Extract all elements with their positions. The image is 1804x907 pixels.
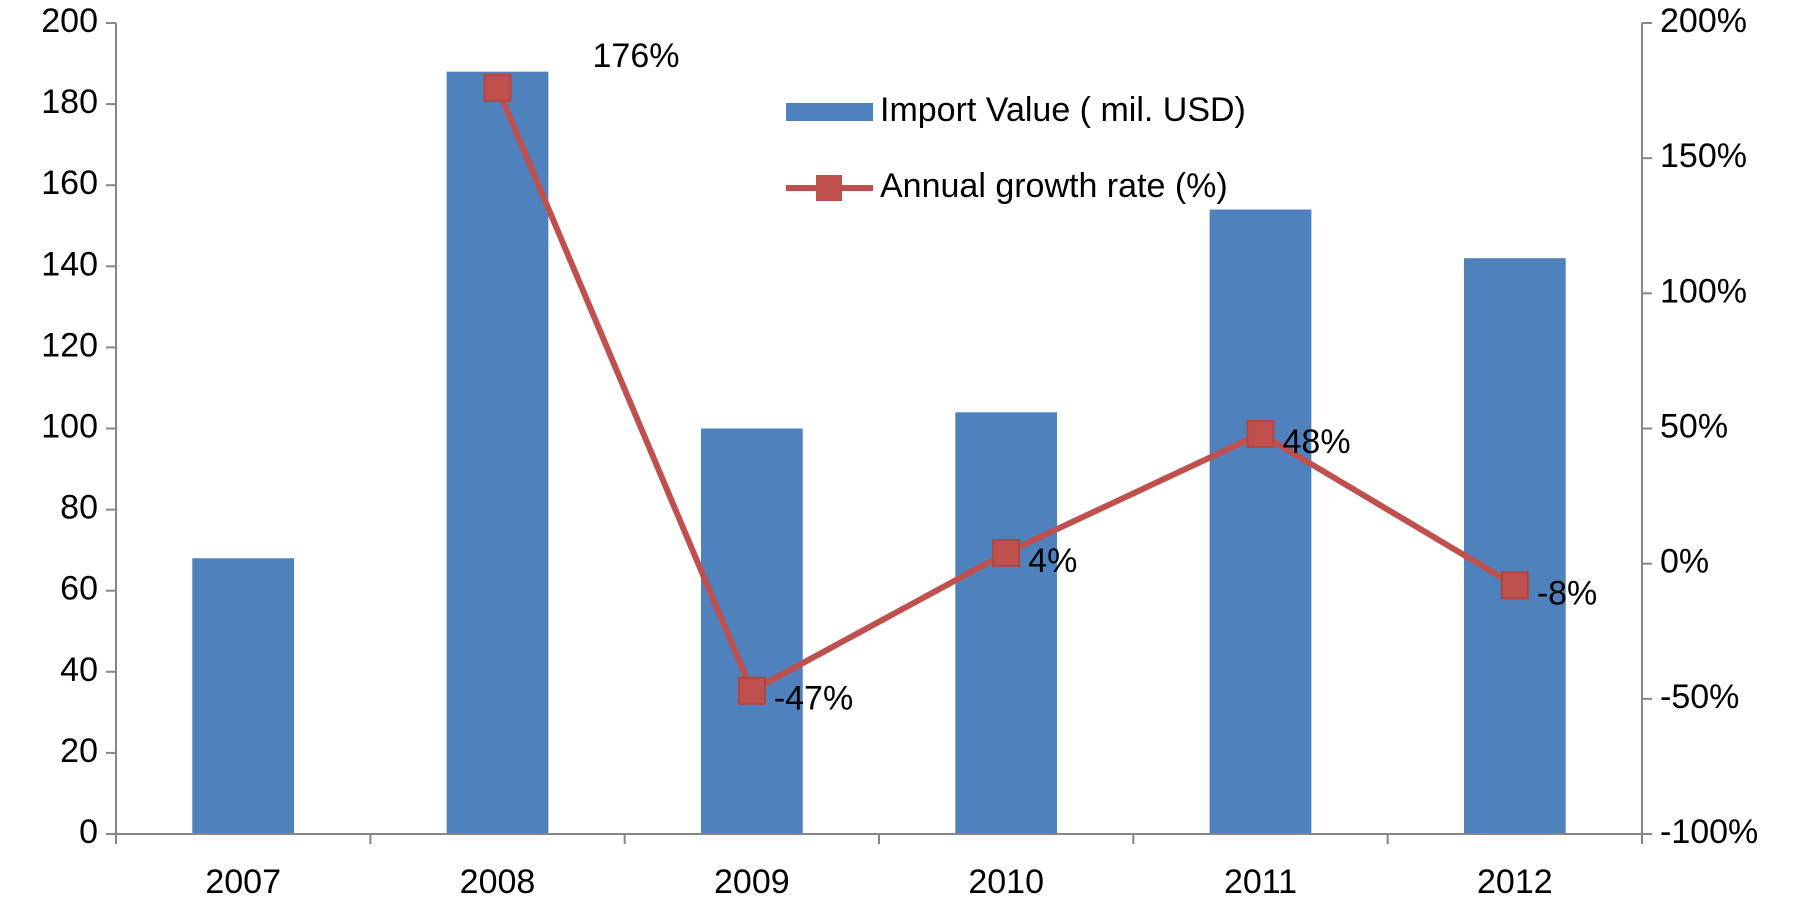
- y2-tick-label: 50%: [1660, 407, 1728, 445]
- y2-tick-label: 0%: [1660, 543, 1709, 581]
- x-tick-label: 2007: [205, 863, 281, 901]
- x-tick-label: 2009: [714, 863, 790, 901]
- data-label: -47%: [774, 680, 853, 718]
- y-tick-label: 100: [41, 407, 98, 445]
- bar: [955, 412, 1058, 834]
- point: [992, 538, 1021, 567]
- y-tick-label: 140: [41, 245, 98, 283]
- y-tick-label: 80: [60, 489, 98, 527]
- point: [483, 73, 512, 102]
- y2-tick-label: -50%: [1660, 678, 1739, 716]
- data-label: 48%: [1283, 423, 1351, 461]
- x-tick-label: 2012: [1477, 863, 1553, 901]
- x-tick-label: 2011: [1224, 863, 1297, 901]
- y2-tick-label: 150%: [1660, 137, 1747, 175]
- point: [737, 676, 766, 705]
- bar: [446, 71, 549, 834]
- y-tick-label: 180: [41, 83, 98, 121]
- y2-tick-label: 100%: [1660, 272, 1747, 310]
- y-tick-label: 20: [60, 732, 98, 770]
- point: [1246, 419, 1275, 448]
- x-tick-label: 2008: [460, 863, 536, 901]
- y-tick-label: 200: [41, 2, 98, 40]
- bar: [700, 428, 803, 834]
- data-label: 176%: [593, 37, 680, 75]
- bar: [192, 558, 295, 834]
- data-label: -8%: [1537, 574, 1597, 612]
- bar: [1463, 258, 1566, 834]
- y-tick-label: 60: [60, 570, 98, 608]
- legend-label: Annual growth rate (%): [880, 167, 1228, 205]
- legend-swatch: [786, 103, 873, 121]
- legend-swatch: [816, 175, 842, 201]
- x-tick-label: 2010: [968, 863, 1044, 901]
- y-tick-label: 120: [41, 326, 98, 364]
- y-tick-label: 0: [79, 813, 98, 851]
- legend-label: Import Value ( mil. USD): [880, 91, 1246, 129]
- y-tick-label: 160: [41, 164, 98, 202]
- bar: [1209, 209, 1312, 834]
- y2-tick-label: -100%: [1660, 813, 1758, 851]
- y2-tick-label: 200%: [1660, 2, 1747, 40]
- data-label: 4%: [1028, 542, 1077, 580]
- y-tick-label: 40: [60, 651, 98, 689]
- point: [1500, 571, 1529, 600]
